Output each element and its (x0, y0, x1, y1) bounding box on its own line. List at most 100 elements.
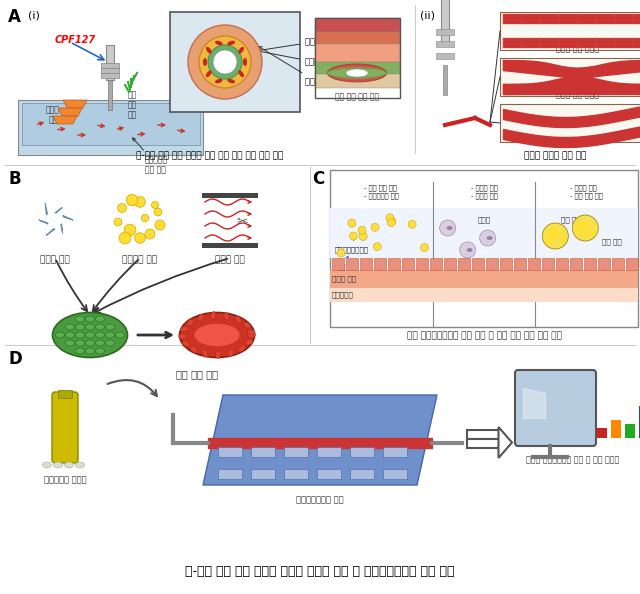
Polygon shape (55, 207, 62, 213)
Bar (625, 424, 635, 438)
FancyBboxPatch shape (52, 392, 78, 463)
Text: 염증성 자극: 염증성 자극 (40, 255, 70, 264)
Circle shape (349, 232, 358, 240)
Ellipse shape (206, 70, 212, 77)
Ellipse shape (211, 312, 216, 320)
Text: 거품 세포: 거품 세포 (561, 216, 581, 223)
Polygon shape (46, 229, 55, 236)
Circle shape (579, 226, 585, 232)
Ellipse shape (65, 462, 74, 468)
Text: 저밀도지질단백질: 저밀도지질단백질 (335, 233, 369, 252)
Bar (611, 420, 621, 438)
Text: 혈관 기능 장애: 혈관 기능 장애 (176, 369, 218, 379)
Ellipse shape (95, 324, 104, 330)
Bar (542, 258, 554, 270)
Bar (388, 258, 400, 270)
Text: (ii): (ii) (420, 10, 435, 20)
Circle shape (155, 220, 165, 230)
Circle shape (213, 50, 237, 74)
Bar (436, 29, 454, 35)
Circle shape (152, 201, 159, 208)
Text: 난류성 자극: 난류성 자극 (215, 255, 245, 264)
Polygon shape (45, 203, 47, 215)
Circle shape (549, 228, 556, 233)
Ellipse shape (239, 345, 245, 352)
Text: 혈관
내피
세포: 혈관 내피 세포 (128, 90, 137, 120)
Ellipse shape (76, 340, 84, 346)
Circle shape (542, 223, 568, 249)
Bar (284, 447, 308, 457)
Circle shape (545, 239, 551, 245)
Ellipse shape (238, 70, 244, 77)
Bar (218, 469, 242, 479)
Ellipse shape (95, 316, 104, 322)
Text: D: D (8, 350, 22, 368)
Bar (101, 73, 119, 78)
Text: 평활근
세포: 평활근 세포 (46, 105, 60, 124)
Text: 섬유아세포
함유 베스: 섬유아세포 함유 베스 (132, 138, 168, 175)
Text: 결합 조직: 결합 조직 (259, 46, 328, 86)
Bar (350, 469, 374, 479)
Text: 대식 세포: 대식 세포 (602, 238, 622, 245)
Ellipse shape (95, 348, 104, 354)
Text: 직선형 혈관 모사체: 직선형 혈관 모사체 (556, 44, 599, 53)
Bar (106, 45, 114, 80)
Polygon shape (499, 427, 512, 458)
Ellipse shape (179, 312, 255, 358)
Ellipse shape (215, 79, 223, 83)
Ellipse shape (86, 348, 95, 354)
Bar (500, 258, 512, 270)
Ellipse shape (346, 69, 368, 77)
Text: 접착형 혈관 모사체: 접착형 혈관 모사체 (556, 90, 599, 99)
Text: 초기 죽상동맥경화증 발병 기작 및 거품 세포 형성 과정 모사: 초기 죽상동맥경화증 발병 기작 및 거품 세포 형성 과정 모사 (406, 331, 561, 340)
Text: - 혈관 기능 장애
- 콜레스테롤 축적: - 혈관 기능 장애 - 콜레스테롤 축적 (364, 184, 399, 199)
Circle shape (119, 232, 131, 244)
Bar (315, 18, 400, 32)
Circle shape (440, 220, 456, 236)
Text: 인-배스 동축 세포 프린팅 기반 인공 동맥 혈관 모델 제작: 인-배스 동축 세포 프린팅 기반 인공 동맥 혈관 모델 제작 (136, 151, 284, 160)
Circle shape (548, 235, 554, 241)
Polygon shape (63, 100, 87, 108)
Text: 인-배스 동축 세포 프린팅 기법을 이용한 생체 외 죽상동맥경화증 모델 개발: 인-배스 동축 세포 프린팅 기법을 이용한 생체 외 죽상동맥경화증 모델 개… (185, 565, 455, 578)
Circle shape (199, 36, 251, 88)
Ellipse shape (215, 41, 223, 45)
Polygon shape (61, 224, 63, 233)
Ellipse shape (243, 58, 247, 66)
Bar (430, 258, 442, 270)
Circle shape (547, 233, 552, 239)
Ellipse shape (247, 330, 255, 335)
Circle shape (114, 218, 122, 226)
Ellipse shape (86, 316, 95, 322)
FancyBboxPatch shape (18, 100, 203, 155)
Circle shape (549, 233, 556, 239)
Ellipse shape (95, 340, 104, 346)
Circle shape (556, 232, 561, 238)
Polygon shape (53, 116, 77, 124)
Bar (315, 18, 400, 98)
Text: B: B (8, 170, 20, 188)
FancyBboxPatch shape (515, 370, 596, 446)
Ellipse shape (187, 319, 194, 326)
Ellipse shape (179, 334, 187, 339)
Bar (444, 258, 456, 270)
Bar (315, 74, 400, 88)
Ellipse shape (238, 47, 244, 53)
Text: (i): (i) (28, 10, 40, 20)
Bar (598, 258, 610, 270)
Bar (101, 68, 119, 73)
Ellipse shape (327, 64, 387, 82)
Bar (332, 258, 344, 270)
Bar (383, 447, 407, 457)
Bar (528, 258, 540, 270)
Ellipse shape (106, 340, 115, 346)
Bar (315, 44, 400, 62)
Ellipse shape (235, 316, 241, 323)
Bar (443, 65, 447, 95)
Ellipse shape (191, 346, 197, 353)
Ellipse shape (198, 314, 204, 321)
Text: A: A (8, 8, 21, 26)
Circle shape (460, 242, 476, 258)
Circle shape (124, 224, 136, 236)
Bar (383, 469, 407, 479)
Ellipse shape (56, 332, 65, 338)
